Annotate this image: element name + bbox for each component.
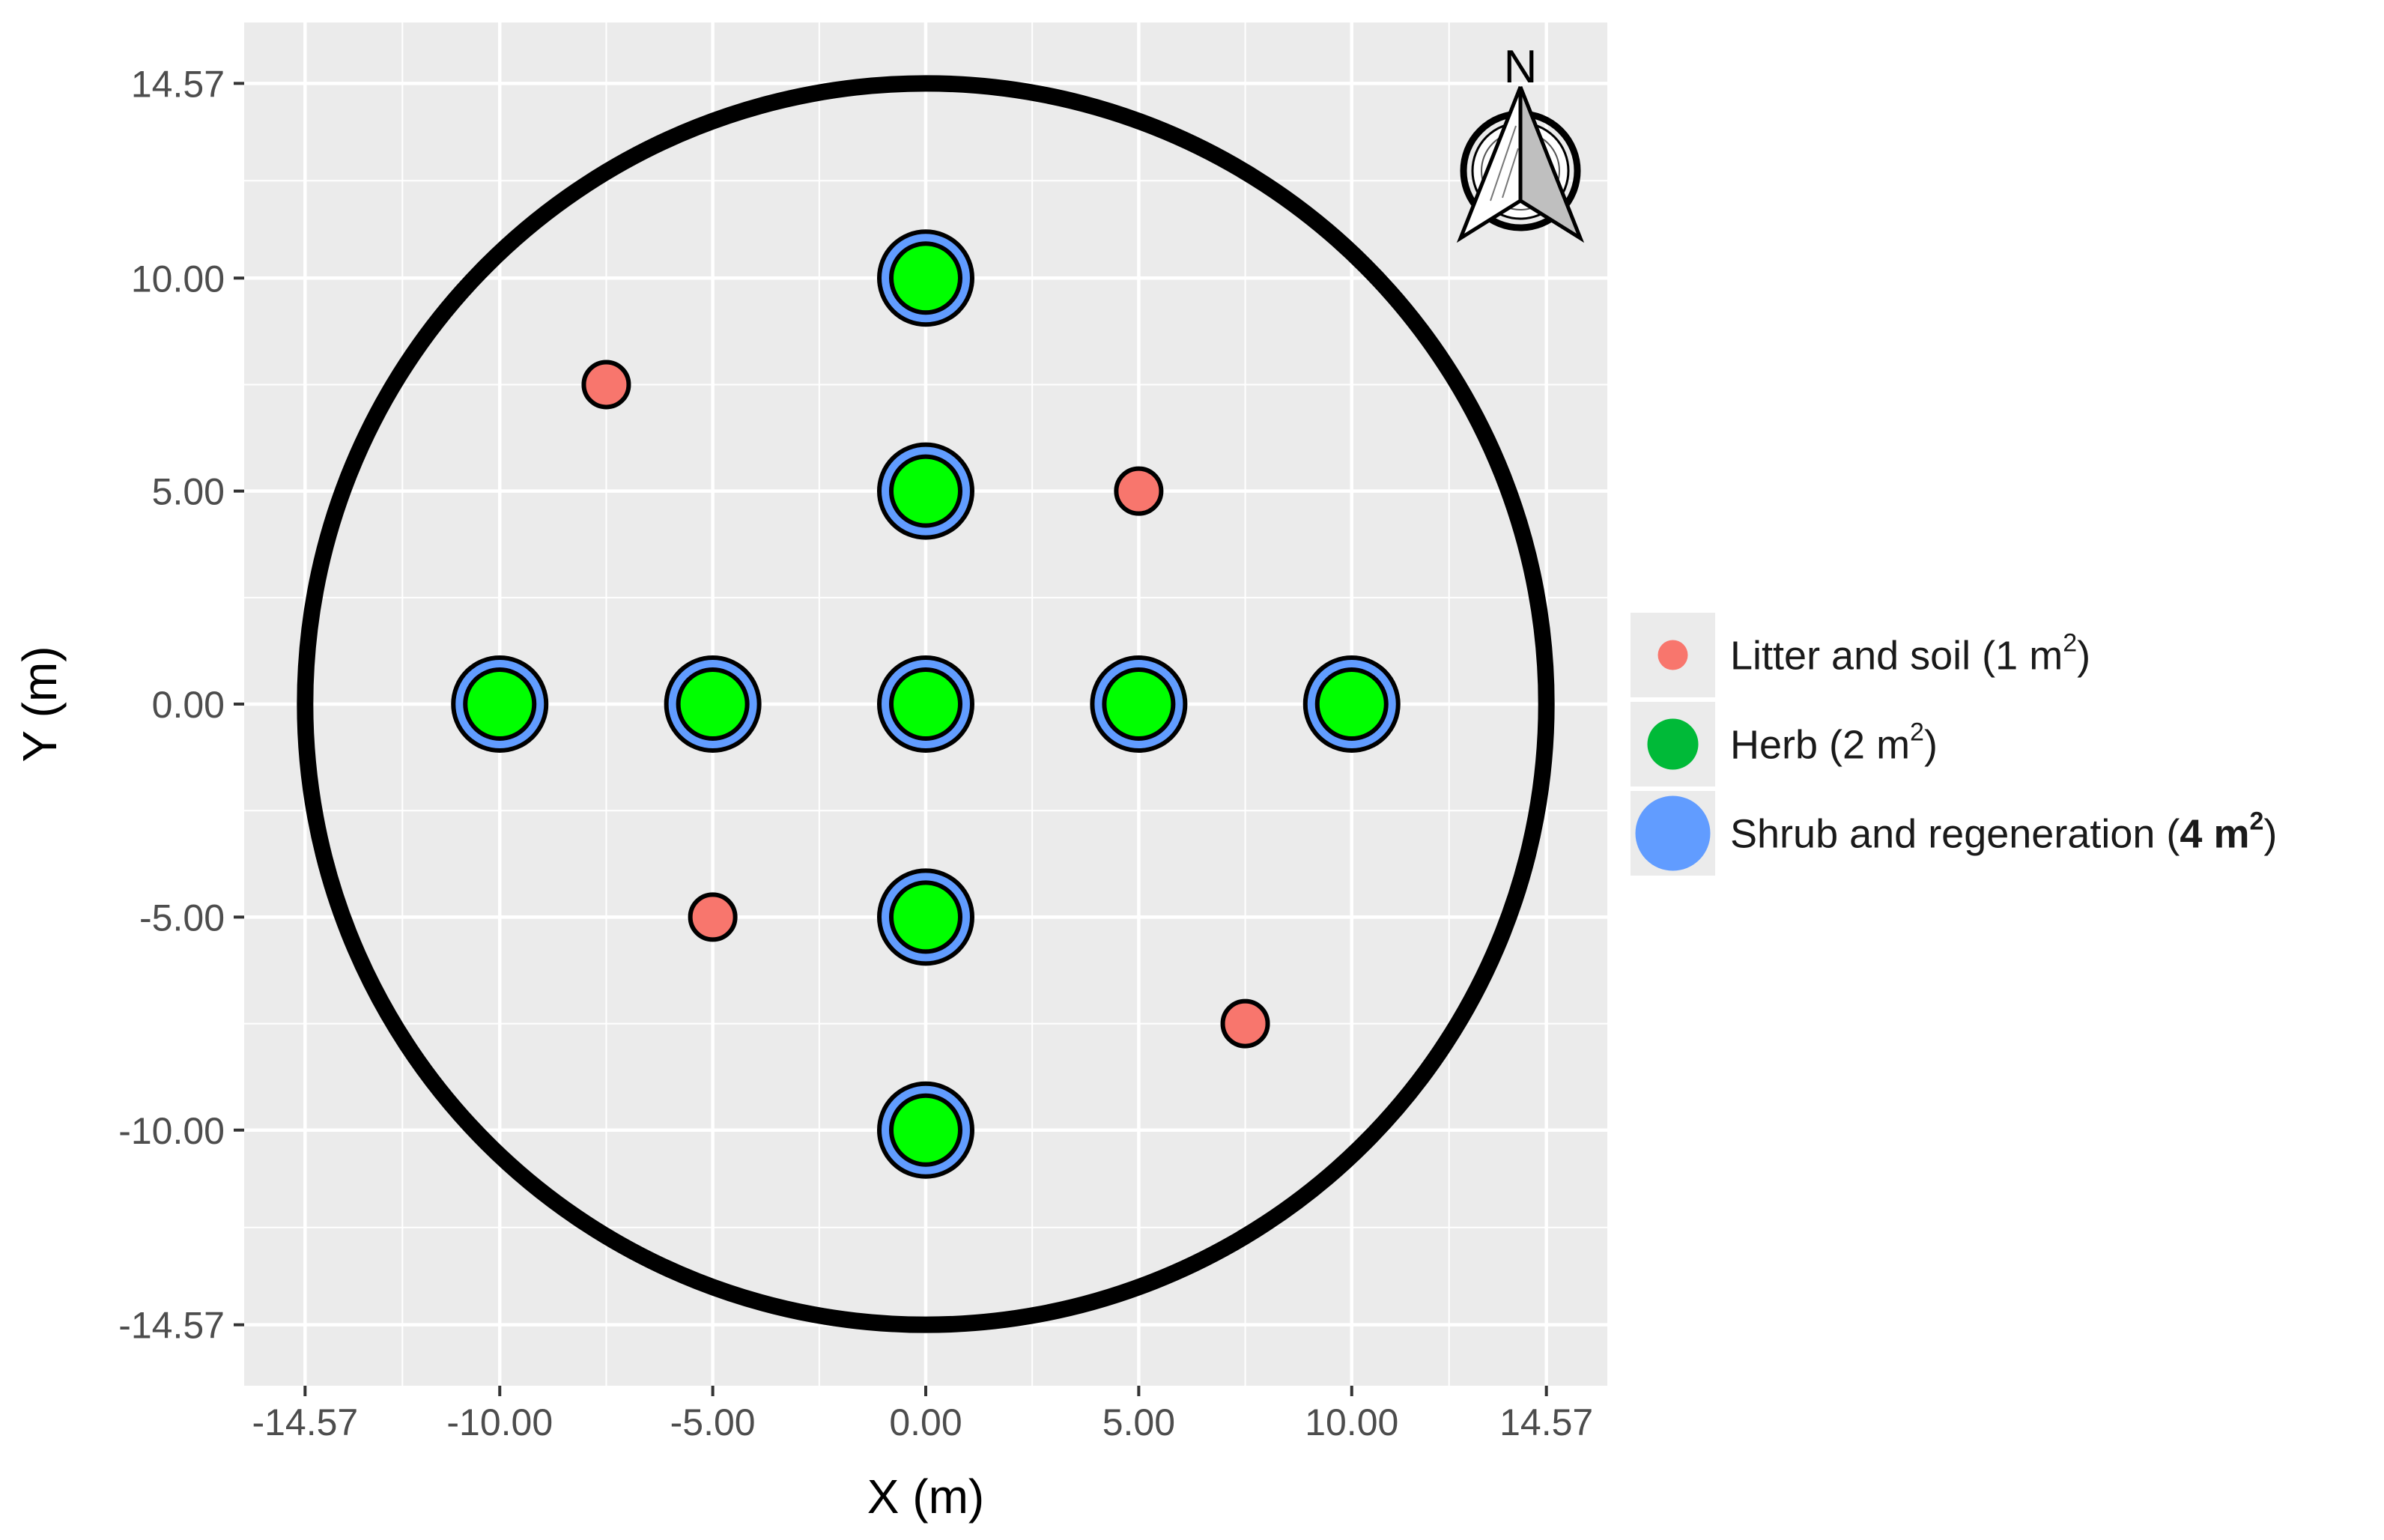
y-tick-label: -5.00 (139, 897, 225, 939)
data-point (1220, 998, 1270, 1049)
x-tick-label: 10.00 (1305, 1401, 1398, 1443)
data-point (688, 892, 738, 942)
y-tick-label: -10.00 (118, 1110, 225, 1152)
x-tick-label: 0.00 (889, 1401, 962, 1443)
data-point (676, 667, 750, 741)
data-point (889, 454, 962, 528)
north-arrow-icon: N (1456, 41, 1585, 243)
legend-label: Litter and soil (1 m2) (1730, 629, 2090, 679)
y-tick-label: 5.00 (152, 471, 225, 513)
y-tick-label: -14.57 (118, 1305, 225, 1347)
legend-key-symbol (1657, 640, 1688, 670)
y-tick-label: 0.00 (152, 684, 225, 726)
data-point (889, 880, 962, 954)
data-point (889, 241, 962, 315)
x-tick-label: -14.57 (252, 1401, 358, 1443)
x-tick-label: 14.57 (1499, 1401, 1593, 1443)
legend-key-symbol (1647, 718, 1699, 770)
plot-boundary-circle (297, 75, 1555, 1333)
data-point (1114, 466, 1164, 516)
data-point (463, 667, 537, 741)
data-point (889, 667, 962, 741)
x-axis: -14.57 -10.00 -5.00 0.00 5.00 10.00 14.57 (252, 1386, 1593, 1443)
legend: Litter and soil (1 m2) Herb (2 m2) Shrub a… (1631, 613, 2277, 876)
data-point (889, 1093, 962, 1167)
plot-boundary (297, 75, 1555, 1333)
x-tick-label: 5.00 (1102, 1401, 1175, 1443)
y-axis-title: Y (m) (13, 646, 67, 762)
x-axis-title: X (m) (867, 1470, 984, 1524)
data-point (581, 360, 631, 410)
data-points (451, 229, 1401, 1179)
y-axis: -14.57 -10.00 -5.00 0.00 5.00 10.00 14.57 (118, 63, 244, 1347)
legend-label: Herb (2 m2) (1730, 718, 1938, 768)
legend-key-symbol (1635, 795, 1711, 871)
x-tick-label: -10.00 (446, 1401, 553, 1443)
y-tick-label: 10.00 (131, 258, 225, 300)
data-point (1314, 667, 1389, 741)
x-tick-label: -5.00 (670, 1401, 756, 1443)
legend-label: Shrub and regeneration (4 m2) (1730, 807, 2277, 857)
y-tick-label: 14.57 (131, 63, 225, 105)
data-point (1102, 667, 1176, 741)
north-arrow-label: N (1504, 41, 1538, 93)
